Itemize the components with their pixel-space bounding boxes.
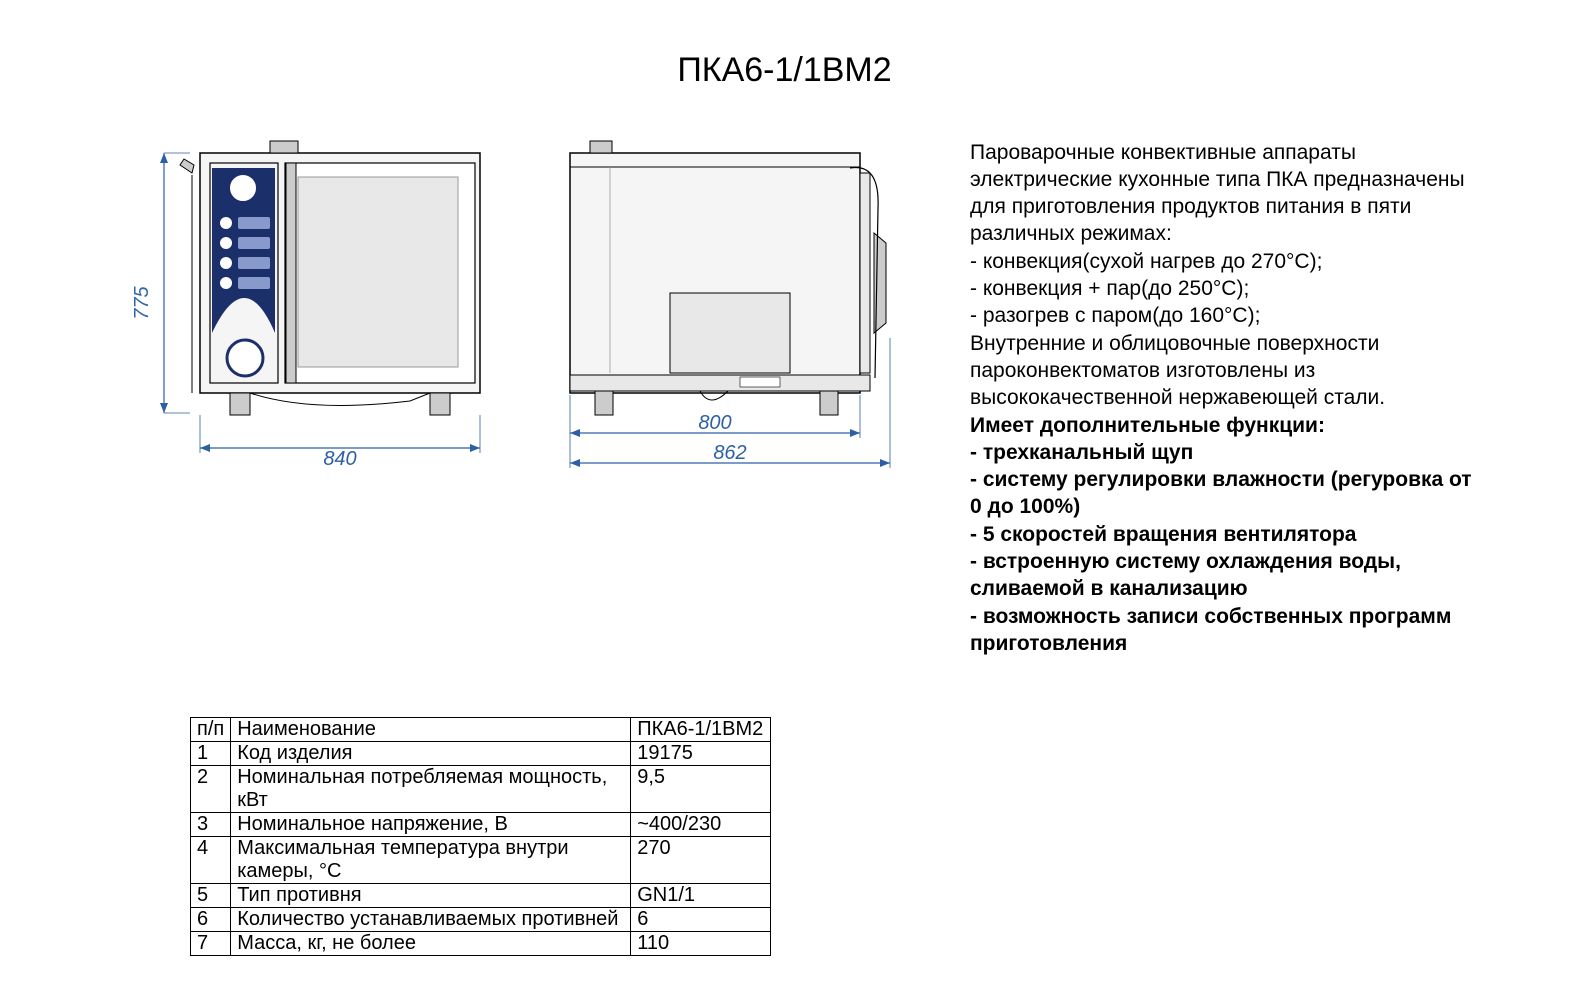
desc-mode3: - разогрев с паром(до 160°C); bbox=[970, 302, 1489, 329]
desc-feat5: - возможность записи собственных програм… bbox=[970, 603, 1489, 658]
desc-feat3: - 5 скоростей вращения вентилятора bbox=[970, 521, 1489, 548]
desc-body: Внутренние и облицовочные поверхности па… bbox=[970, 330, 1489, 412]
table-row: 3 Номинальное напряжение, В ~400/230 bbox=[191, 813, 771, 837]
front-view-svg: 840 bbox=[150, 133, 510, 473]
table-row: 2 Номинальная потребляемая мощность, кВт… bbox=[191, 766, 771, 813]
dim-side-inner: 800 bbox=[698, 412, 731, 434]
th-num: п/п bbox=[191, 718, 231, 742]
table-row: 4 Максимальная температура внутри камеры… bbox=[191, 837, 771, 884]
main-content: 775 bbox=[0, 133, 1569, 658]
front-view-drawing: 775 bbox=[150, 133, 510, 473]
dimension-height: 775 bbox=[131, 286, 154, 319]
desc-feat4: - встроенную систему охлаждения воды, сл… bbox=[970, 548, 1489, 603]
page-title: ПКА6-1/1ВМ2 bbox=[0, 23, 1569, 110]
desc-feat2: - систему регулировки влажности (регуров… bbox=[970, 466, 1489, 521]
description-block: Пароварочные конвективные аппараты элект… bbox=[970, 133, 1489, 658]
table-header-row: п/п Наименование ПКА6-1/1ВМ2 bbox=[191, 718, 771, 742]
technical-drawings: 775 bbox=[150, 133, 930, 658]
dim-front-width: 840 bbox=[323, 448, 356, 470]
table-row: 6 Количество устанавливаемых противней 6 bbox=[191, 908, 771, 932]
side-view-svg: 800 862 bbox=[550, 133, 920, 473]
th-name: Наименование bbox=[231, 718, 631, 742]
table-row: 1 Код изделия 19175 bbox=[191, 742, 771, 766]
table-row: 5 Тип противня GN1/1 bbox=[191, 884, 771, 908]
desc-mode1: - конвекция(сухой нагрев до 270°C); bbox=[970, 248, 1489, 275]
desc-feat-title: Имеет дополнительные функции: bbox=[970, 412, 1489, 439]
side-view-drawing: 800 862 bbox=[550, 133, 920, 473]
desc-feat1: - трехканальный щуп bbox=[970, 439, 1489, 466]
desc-intro: Пароварочные конвективные аппараты элект… bbox=[970, 139, 1489, 248]
th-val: ПКА6-1/1ВМ2 bbox=[631, 718, 771, 742]
dim-side-depth: 862 bbox=[713, 442, 746, 464]
desc-mode2: - конвекция + пар(до 250°C); bbox=[970, 275, 1489, 302]
table-row: 7 Масса, кг, не более 110 bbox=[191, 932, 771, 956]
spec-table: п/п Наименование ПКА6-1/1ВМ2 1 Код издел… bbox=[190, 717, 771, 956]
spec-table-wrap: п/п Наименование ПКА6-1/1ВМ2 1 Код издел… bbox=[0, 657, 1569, 956]
